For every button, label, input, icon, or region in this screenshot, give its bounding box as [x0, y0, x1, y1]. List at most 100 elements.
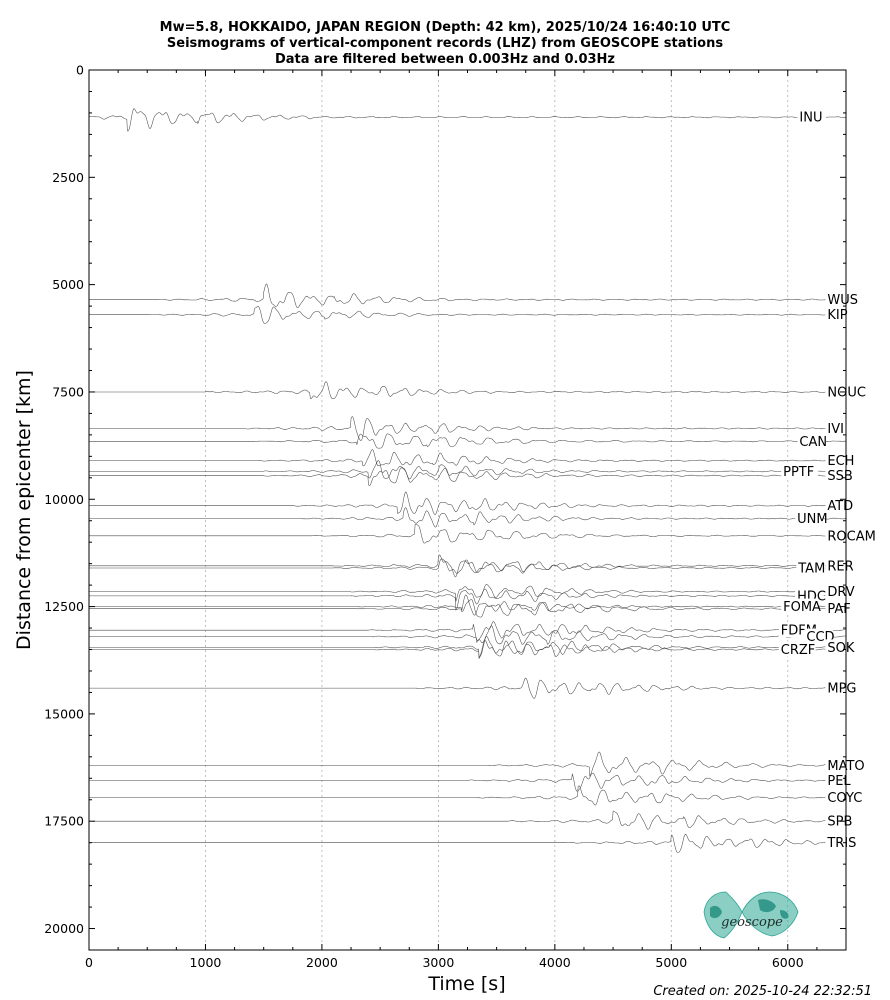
- station-label-coyc: COYC: [827, 791, 862, 806]
- trace-atd: [89, 491, 846, 515]
- logo-globe-right: [741, 891, 799, 937]
- chart-title-line-3: Data are filtered between 0.003Hz and 0.…: [275, 52, 615, 67]
- station-label-inu: INU: [799, 111, 822, 126]
- trace-pel: [89, 772, 846, 792]
- station-label-bg-tam: [796, 559, 825, 575]
- station-label-crzf: CRZF: [781, 643, 816, 658]
- x-axis-label: Time [s]: [427, 973, 505, 995]
- station-label-paf: PAF: [827, 602, 850, 617]
- grid-lines: [205, 70, 789, 950]
- trace-tam: [89, 558, 847, 574]
- geoscope-logo: geoscope: [703, 891, 799, 939]
- y-tick-label-2: 5000: [52, 277, 84, 292]
- station-label-bg-unm: [795, 510, 824, 526]
- trace-ivi: [89, 416, 847, 441]
- seismogram-traces: [89, 108, 847, 853]
- logo-text: geoscope: [721, 915, 783, 930]
- station-label-rocam: ROCAM: [827, 529, 875, 544]
- station-label-bg-kip: [825, 306, 854, 322]
- station-label-drv: DRV: [827, 585, 854, 600]
- trace-paf: [89, 599, 847, 618]
- trace-hdc: [89, 588, 847, 611]
- trace-drv: [89, 584, 847, 602]
- station-label-atd: ATD: [827, 499, 853, 514]
- trace-spb: [89, 810, 846, 830]
- plot-frame: [88, 69, 847, 951]
- station-label-bg-rocam: [825, 527, 871, 543]
- logo-continents: [710, 899, 789, 919]
- station-label-pptf: PPTF: [783, 465, 814, 480]
- station-label-bg-drv: [825, 583, 854, 599]
- station-label-bg-ech: [825, 452, 854, 468]
- y-tick-label-3: 7500: [52, 384, 84, 399]
- station-label-bg-crzf: [778, 641, 816, 657]
- y-tick-label-8: 20000: [44, 921, 84, 936]
- chart-title-line-2: Seismograms of vertical-component record…: [167, 36, 723, 51]
- chart-title-line-1: Mw=5.8, HOKKAIDO, JAPAN REGION (Depth: 4…: [160, 20, 731, 35]
- x-tick-label-0: 0: [85, 955, 93, 970]
- station-label-bg-atd: [825, 497, 854, 513]
- y-tick-label-6: 15000: [44, 706, 84, 721]
- x-tick-label-6: 6000: [772, 955, 804, 970]
- station-label-bg-rer: [825, 557, 854, 573]
- y-tick-label-1: 2500: [52, 170, 84, 185]
- trace-can: [89, 433, 847, 449]
- station-label-bg-pel: [825, 772, 854, 788]
- station-label-pel: PEL: [827, 774, 851, 789]
- y-axis-label: Distance from epicenter [km]: [13, 370, 35, 650]
- station-label-bg-coyc: [825, 789, 863, 805]
- trace-kip: [89, 306, 846, 324]
- station-label-unm: UNM: [797, 512, 827, 527]
- station-label-bg-can: [797, 433, 827, 449]
- trace-tris: [89, 834, 847, 853]
- station-label-tam: TAM: [797, 561, 825, 576]
- chart-title-block: Mw=5.8, HOKKAIDO, JAPAN REGION (Depth: 4…: [160, 20, 731, 67]
- station-label-mpg: MPG: [827, 682, 856, 697]
- y-tick-label-0: 0: [76, 63, 84, 78]
- y-tick-label-4: 10000: [44, 492, 84, 507]
- trace-sok: [89, 636, 847, 660]
- trace-foma: [89, 594, 847, 616]
- x-tick-label-4: 4000: [539, 955, 571, 970]
- station-label-wus: WUS: [827, 293, 858, 308]
- trace-crzf: [89, 640, 847, 659]
- station-label-spb: SPB: [827, 815, 852, 830]
- trace-ccd: [89, 625, 847, 645]
- station-label-bg-paf: [825, 600, 854, 616]
- trace-mpg: [89, 677, 847, 699]
- axes: 0 1000 2000 3000 4000 5000 6000 0 2500 5000 7500 10…: [44, 63, 847, 970]
- station-label-bg-wus: [825, 291, 854, 307]
- trace-wus: [89, 283, 847, 308]
- station-label-foma: FOMA: [783, 600, 821, 615]
- trace-coyc: [89, 785, 846, 806]
- station-label-bg-foma: [781, 598, 818, 614]
- created-on-text: Created on: 2025-10-24 22:32:51: [653, 984, 872, 999]
- x-tick-label-5: 5000: [655, 955, 687, 970]
- station-label-bg-mato: [825, 757, 863, 773]
- y-tick-label-5: 12500: [44, 599, 84, 614]
- station-label-bg-ivi: [825, 420, 854, 436]
- station-label-bg-pptf: [781, 463, 818, 479]
- station-label-bg-sok: [825, 639, 854, 655]
- y-tick-label-7: 17500: [44, 814, 84, 829]
- x-tick-label-2: 2000: [306, 955, 338, 970]
- station-label-ivi: IVI: [827, 422, 844, 437]
- trace-ech: [89, 449, 846, 467]
- station-label-bg-mpg: [825, 680, 854, 696]
- trace-mato: [89, 751, 846, 777]
- station-label-kip: KIP: [827, 308, 847, 323]
- station-label-tris: TRIS: [826, 836, 856, 851]
- x-tick-label-3: 3000: [422, 955, 454, 970]
- trace-pptf: [89, 460, 846, 480]
- station-label-ech: ECH: [827, 454, 854, 469]
- trace-nouc: [89, 381, 847, 400]
- trace-unm: [89, 507, 846, 528]
- station-label-bg-spb: [825, 813, 854, 829]
- trace-rer: [89, 554, 847, 578]
- station-label-sok: SOK: [827, 641, 854, 656]
- station-label-rer: RER: [827, 559, 853, 574]
- trace-ssb: [89, 467, 846, 486]
